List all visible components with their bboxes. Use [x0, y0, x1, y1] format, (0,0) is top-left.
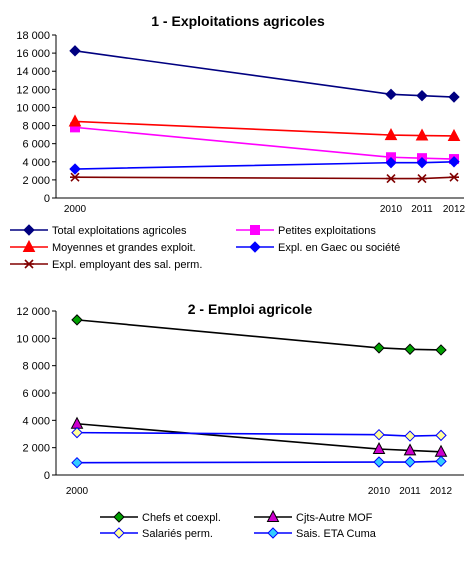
- series-line-4: [76, 460, 442, 464]
- legend-label: Petites exploitations: [278, 225, 376, 237]
- y-tick-label: 12 000: [16, 306, 50, 318]
- data-point: [68, 114, 82, 127]
- legend-label: Cjts-Autre MOF: [296, 512, 373, 524]
- x-tick-label: 2000: [64, 204, 87, 215]
- data-point: [404, 430, 416, 442]
- series-line-2: [76, 422, 442, 453]
- legend-marker: [113, 511, 125, 523]
- chart2-title: 2 - Emploi agricole: [188, 301, 313, 317]
- series-line-1: [76, 319, 442, 351]
- data-point: [69, 45, 81, 57]
- legend-label: Sais. ETA Cuma: [296, 528, 377, 540]
- legend-marker: [24, 259, 34, 269]
- legend-label: Total exploitations agricoles: [52, 225, 187, 237]
- y-tick-label: 8 000: [22, 121, 50, 133]
- y-tick-label: 2 000: [22, 175, 50, 187]
- x-tick-label: 2012: [443, 204, 466, 215]
- data-point: [417, 173, 427, 184]
- data-point: [435, 344, 447, 356]
- data-point: [404, 343, 416, 355]
- series-line-4: [74, 160, 455, 170]
- chart-exploitations: 1 - Exploitations agricoles 0 2 000 4 000 6…: [10, 13, 466, 271]
- data-point: [416, 156, 428, 169]
- data-point: [373, 428, 385, 441]
- legend-marker: [249, 241, 261, 253]
- data-point: [373, 342, 385, 354]
- x-tick-label: 2000: [66, 486, 89, 497]
- x-tick-label: 2011: [411, 204, 433, 215]
- data-point: [415, 128, 429, 141]
- y-tick-label: 12 000: [16, 84, 50, 96]
- x-tick-label: 2011: [399, 486, 421, 497]
- legend-label: Moyennes et grandes exploit.: [52, 242, 196, 254]
- x-tick-label: 2010: [368, 486, 391, 497]
- data-point: [385, 156, 397, 169]
- legend-label: Expl. en Gaec ou société: [278, 242, 400, 254]
- data-point: [70, 172, 80, 182]
- data-point: [416, 89, 428, 102]
- legend-label: Salariés perm.: [142, 528, 213, 540]
- chart1-title: 1 - Exploitations agricoles: [151, 13, 325, 29]
- legend-label: Chefs et coexpl.: [142, 512, 221, 524]
- data-point: [372, 441, 386, 455]
- series-line-1: [74, 50, 455, 98]
- data-point: [385, 88, 397, 101]
- legend-marker: [23, 224, 35, 236]
- data-point: [71, 314, 83, 326]
- data-point: [71, 426, 83, 439]
- data-point: [386, 173, 396, 184]
- y-tick-label: 0: [44, 470, 50, 482]
- data-point: [403, 443, 417, 456]
- series-line-5: [74, 176, 455, 180]
- y-tick-label: 0: [44, 193, 50, 205]
- y-tick-label: 16 000: [16, 48, 50, 60]
- series-line-2: [74, 126, 455, 160]
- y-tick-label: 6 000: [22, 139, 50, 151]
- data-point: [449, 172, 459, 182]
- data-point: [373, 456, 385, 468]
- y-tick-label: 2 000: [22, 443, 50, 455]
- y-tick-label: 8 000: [22, 361, 50, 373]
- legend-marker: [267, 527, 279, 539]
- y-tick-label: 14 000: [16, 66, 50, 78]
- y-tick-label: 4 000: [22, 157, 50, 169]
- data-point: [435, 429, 447, 442]
- data-point: [435, 455, 447, 468]
- data-point: [69, 163, 81, 175]
- legend-marker: [22, 239, 36, 252]
- series-line-3: [76, 431, 442, 437]
- y-tick-label: 18 000: [16, 30, 50, 42]
- y-tick-label: 4 000: [22, 415, 50, 427]
- legend-label: Expl. employant des sal. perm.: [52, 259, 202, 271]
- data-point: [448, 91, 460, 103]
- data-point: [71, 456, 83, 469]
- data-point: [70, 416, 84, 429]
- data-point: [384, 127, 398, 141]
- legend-marker: [113, 527, 125, 539]
- y-tick-label: 10 000: [16, 102, 50, 114]
- x-tick-label: 2010: [380, 204, 403, 215]
- y-tick-label: 6 000: [22, 388, 50, 400]
- series-line-3: [74, 120, 455, 137]
- x-tick-label: 2012: [430, 486, 453, 497]
- data-point: [404, 456, 416, 468]
- data-point: [447, 128, 461, 141]
- legend-marker: [266, 509, 280, 522]
- chart-emploi: 2 - Emploi agricole 0 2 000 4 000 6 000 8 00…: [16, 301, 464, 540]
- y-tick-label: 10 000: [16, 333, 50, 345]
- data-point: [448, 156, 460, 168]
- legend-marker: [250, 225, 260, 235]
